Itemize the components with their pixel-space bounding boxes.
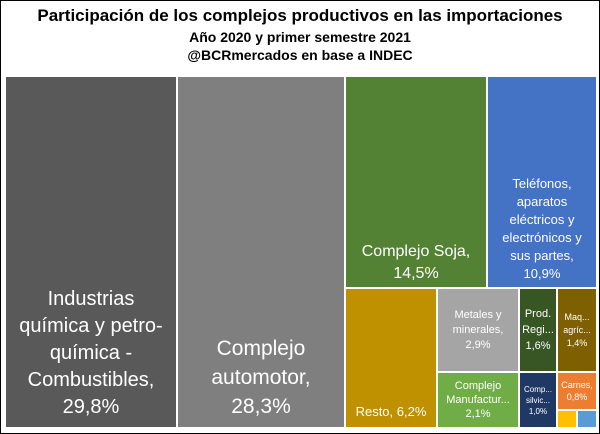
treemap-cell-label: Maq... agríc... 1,4%	[563, 311, 591, 348]
treemap-cell: Carnes, 0,8%	[557, 372, 597, 410]
treemap-cell-label: Complejo automotor, 28,3%	[211, 337, 311, 418]
treemap-cell: Comp... silvic... 1,0%	[519, 372, 557, 428]
treemap-cell: Teléfonos, aparatos eléctricos y electró…	[487, 76, 597, 288]
treemap-cell: Complejo Manufactur... 2,1%	[437, 372, 519, 428]
treemap-cell-label: Comp... silvic... 1,0%	[523, 384, 552, 416]
treemap-cell-label: Metales y minerales, 2,9%	[452, 308, 504, 351]
treemap-cell: Complejo Soja, 14,5%	[345, 76, 487, 288]
treemap-cell: Industrias química y petro- química - Co…	[5, 76, 177, 428]
treemap: Industrias química y petro- química - Co…	[5, 76, 597, 428]
treemap-cell-label: Complejo Manufactur... 2,1%	[446, 380, 510, 420]
chart-titles: Participación de los complejos productiv…	[0, 6, 600, 64]
treemap-cell: Prod. Regi... 1,6%	[519, 288, 557, 372]
treemap-cell-label: Carnes, 0,8%	[561, 380, 593, 402]
chart-title: Participación de los complejos productiv…	[37, 6, 563, 25]
treemap-cell-label: Complejo Soja, 14,5%	[361, 243, 471, 282]
treemap-cell: Resto, 6,2%	[345, 288, 437, 428]
treemap-cell	[557, 410, 577, 428]
treemap-cell	[577, 410, 597, 428]
treemap-cell: Maq... agríc... 1,4%	[557, 288, 597, 372]
treemap-cell: Complejo automotor, 28,3%	[177, 76, 345, 428]
treemap-cell-label: Teléfonos, aparatos eléctricos y electró…	[502, 176, 582, 281]
chart-source: @BCRmercados en base a INDEC	[187, 47, 413, 63]
treemap-cell-label: Resto, 6,2%	[355, 404, 427, 419]
treemap-cell: Metales y minerales, 2,9%	[437, 288, 519, 372]
chart-subtitle: Año 2020 y primer semestre 2021	[189, 29, 411, 45]
treemap-cell-label: Prod. Regi... 1,6%	[522, 308, 554, 352]
treemap-cell-label: Industrias química y petro- química - Co…	[19, 288, 163, 418]
